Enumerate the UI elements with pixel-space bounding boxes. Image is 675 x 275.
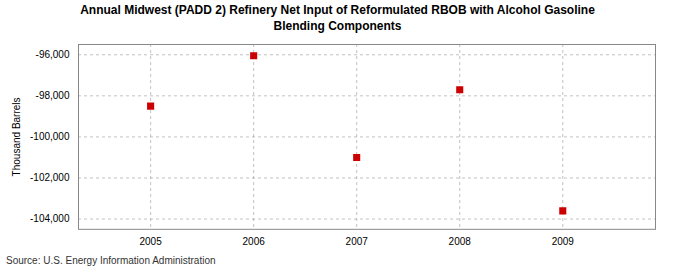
html-text:Annual Midwest (PADD 2) Refine: Annual Midwest (PADD 2) Refinery Net Inp… [80, 3, 595, 33]
svg-text:-102,000: -102,000 [30, 172, 70, 183]
svg-text:-104,000: -104,000 [30, 213, 70, 224]
svg-text:2008: 2008 [449, 237, 472, 248]
svg-text:-96,000: -96,000 [36, 49, 70, 60]
svg-text:2006: 2006 [243, 237, 266, 248]
svg-text:Thousand Barrels: Thousand Barrels [11, 98, 22, 177]
svg-text:-100,000: -100,000 [30, 131, 70, 142]
svg-text:2005: 2005 [140, 237, 163, 248]
svg-text:2007: 2007 [346, 237, 369, 248]
svg-text:-98,000: -98,000 [36, 90, 70, 101]
html-text:Source: U.S. Energy Informatio: Source: U.S. Energy Information Administ… [6, 255, 216, 266]
svg-text:2009: 2009 [552, 237, 575, 248]
